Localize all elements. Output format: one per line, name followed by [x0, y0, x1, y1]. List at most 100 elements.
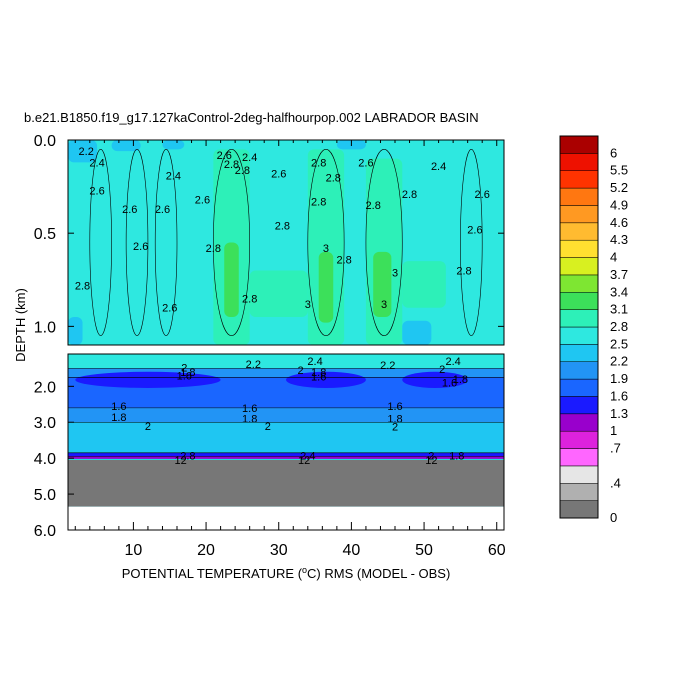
colorbar-swatch — [559, 396, 599, 415]
contour-label: 12 — [298, 455, 310, 467]
contour-line — [89, 149, 112, 336]
colorbar-label: 1.3 — [610, 406, 628, 421]
x-axis-title-suffix: C) RMS (MODEL - OBS) — [307, 566, 450, 581]
ocean-floor-mask — [68, 459, 504, 507]
contour-fill — [249, 270, 308, 318]
colorbar-label: 5.2 — [610, 180, 628, 195]
lower-panel-frame — [67, 353, 505, 531]
contour-label: 2.8 — [311, 157, 326, 169]
contour-label: 1.6 — [111, 401, 126, 413]
contour-fill — [75, 371, 221, 388]
contour-label: 1.6 — [177, 371, 192, 383]
y-tick-label: 0.0 — [34, 133, 56, 150]
colorbar-frame — [559, 135, 599, 519]
x-axis-title-prefix: POTENTIAL TEMPERATURE ( — [122, 566, 303, 581]
colorbar-swatch — [559, 309, 599, 328]
contour-label: 2.6 — [358, 157, 373, 169]
contour-label: 2.8 — [366, 200, 381, 212]
contour-fill — [307, 149, 345, 345]
contour-label: 2.8 — [224, 159, 239, 171]
colorbar-label: 2.8 — [610, 319, 628, 334]
colorbar-swatch — [559, 153, 599, 171]
contour-line — [125, 149, 149, 336]
contour-fill — [68, 140, 98, 163]
colorbar-swatch — [559, 483, 599, 501]
colorbar-label: 2.2 — [610, 354, 628, 369]
contour-line — [213, 149, 250, 336]
colorbar-swatch — [559, 239, 599, 258]
colorbar-swatch — [559, 222, 599, 241]
contour-label: 3 — [305, 299, 311, 311]
contour-label: 2.6 — [217, 150, 232, 162]
contour-label: 2 — [439, 364, 445, 376]
contour-labels: 2.22.42.62.6 2.62.42.62.62.82.42.8 2.62.82… — [75, 146, 490, 467]
contour-label: 2.6 — [122, 204, 137, 216]
contour-label: 1.6 — [387, 401, 402, 413]
colorbar-label: 4.6 — [610, 215, 628, 230]
contour-label: 2.8 — [456, 265, 471, 277]
contour-label: 2.8 — [242, 293, 257, 305]
contour-label: 2.6 — [155, 204, 170, 216]
colorbar-label: 6 — [610, 145, 617, 160]
colorbar-swatch — [559, 135, 599, 154]
contour-label: 12 — [425, 455, 437, 467]
contour-label: 2.8 — [75, 280, 90, 292]
contour-fill — [68, 368, 504, 378]
x-tick-label: 60 — [488, 542, 506, 559]
contour-label: 2.4 — [307, 356, 322, 368]
upper-panel — [67, 139, 505, 346]
contour-label: 1.8 — [449, 450, 464, 462]
contour-label: 2 — [265, 421, 271, 433]
contour-fill — [68, 452, 504, 457]
contour-label: 2.6 — [467, 224, 482, 236]
colorbar-label: 4 — [610, 250, 617, 265]
colorbar-label: 2.5 — [610, 336, 628, 351]
contour-label: 2 — [181, 363, 187, 375]
contour-label: 2.4 — [300, 450, 315, 462]
contour-label: 2 — [392, 422, 398, 434]
x-tick-label: 30 — [270, 542, 288, 559]
colorbar-label: 4.3 — [610, 232, 628, 247]
contour-label: 2 — [145, 421, 151, 433]
contour-label: 12 — [175, 455, 187, 467]
colorbar-label: .4 — [610, 475, 621, 490]
contour-label: 2.8 — [326, 172, 341, 184]
colorbar-swatch — [559, 292, 599, 310]
contour-fill — [68, 422, 504, 453]
contour-label: 2.8 — [275, 221, 290, 233]
contour-label: 2.8 — [402, 189, 417, 201]
colorbar-swatch — [559, 205, 599, 224]
contour-label: 1.8 — [453, 374, 468, 386]
y-tick-label: 3.0 — [34, 415, 56, 432]
contour-label: 1.8 — [111, 412, 126, 424]
colorbar-label: 0 — [610, 510, 617, 525]
contour-label: 1.8 — [311, 367, 326, 379]
contour-label: 2.8 — [311, 197, 326, 209]
contour-fill — [162, 140, 185, 150]
contour-label: 1.6 — [242, 403, 257, 415]
contour-line — [154, 149, 178, 336]
x-tick-label: 20 — [197, 542, 215, 559]
colorbar-label: 3.7 — [610, 267, 628, 282]
colorbar-swatch — [559, 274, 599, 293]
colorbar-swatch — [559, 170, 599, 189]
y-tick-label: 5.0 — [34, 487, 56, 504]
x-axis-title: POTENTIAL TEMPERATURE (oC) RMS (MODEL - … — [122, 565, 451, 581]
upper-panel-frame — [67, 139, 505, 346]
contour-label: 2.4 — [431, 161, 446, 173]
contour-fill — [402, 320, 432, 345]
colorbar-swatch — [559, 430, 599, 449]
contour-label: 1.6 — [311, 371, 326, 383]
upper-contour-field — [68, 140, 446, 345]
x-tick-label: 40 — [343, 542, 361, 559]
y-axis-title: DEPTH (km) — [13, 288, 28, 362]
contour-label: 3 — [392, 267, 398, 279]
colorbar-swatch — [559, 465, 599, 484]
colorbar-swatch — [559, 448, 599, 467]
contour-label: 2.2 — [246, 359, 261, 371]
y-tick-label: 1.0 — [34, 319, 56, 336]
colorbar-swatch — [559, 326, 599, 345]
contour-label: 2.2 — [79, 146, 94, 158]
contour-label: 2.8 — [235, 165, 250, 177]
